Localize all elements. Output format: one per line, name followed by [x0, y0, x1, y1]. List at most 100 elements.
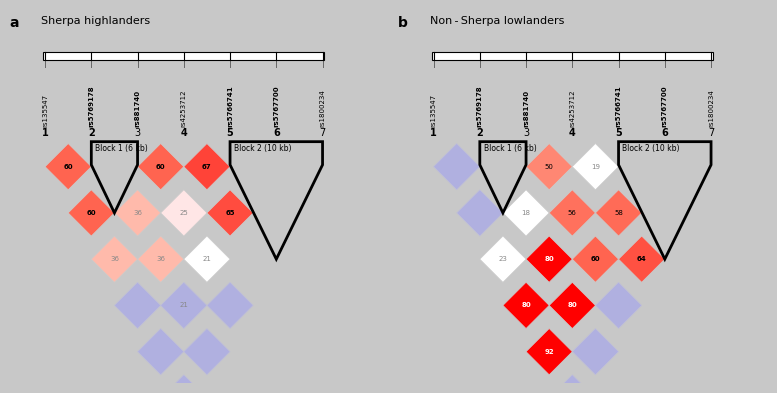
Text: rs5769178: rs5769178 [477, 85, 483, 127]
Text: rs5767700: rs5767700 [274, 85, 279, 127]
Polygon shape [434, 143, 480, 190]
Text: 64: 64 [637, 256, 646, 262]
Text: 65: 65 [225, 210, 235, 216]
Text: 36: 36 [156, 256, 166, 262]
Text: Block 2 (10 kb): Block 2 (10 kb) [234, 143, 291, 152]
Text: rs881740: rs881740 [134, 90, 141, 127]
Polygon shape [138, 143, 184, 190]
Text: rs5766741: rs5766741 [227, 85, 233, 127]
Text: 80: 80 [567, 302, 577, 309]
Text: 60: 60 [64, 163, 73, 170]
Text: 60: 60 [156, 163, 166, 170]
Text: 3: 3 [523, 128, 529, 138]
Text: 4: 4 [180, 128, 187, 138]
Text: 2: 2 [476, 128, 483, 138]
Polygon shape [161, 375, 207, 393]
Polygon shape [573, 329, 618, 375]
Text: 3: 3 [134, 128, 141, 138]
Text: rs4253712: rs4253712 [181, 89, 186, 127]
Text: rs881740: rs881740 [523, 90, 529, 127]
Text: 21: 21 [179, 302, 188, 309]
Polygon shape [595, 190, 642, 236]
Text: rs5766741: rs5766741 [615, 85, 622, 127]
Polygon shape [138, 236, 184, 282]
Polygon shape [665, 143, 711, 190]
Polygon shape [230, 143, 277, 190]
Polygon shape [549, 375, 595, 393]
Polygon shape [114, 282, 161, 329]
Text: 36: 36 [110, 256, 119, 262]
Text: 6: 6 [661, 128, 668, 138]
Text: 92: 92 [545, 349, 554, 354]
Polygon shape [457, 190, 503, 236]
Polygon shape [161, 282, 207, 329]
Text: 6: 6 [273, 128, 280, 138]
Bar [432, 52, 713, 60]
Polygon shape [642, 190, 688, 236]
Polygon shape [526, 329, 573, 375]
Polygon shape [480, 236, 526, 282]
Polygon shape [230, 141, 322, 259]
Text: b: b [398, 16, 408, 29]
Polygon shape [573, 143, 618, 190]
Text: Block 1 (6 kb): Block 1 (6 kb) [95, 143, 148, 152]
Text: rs135547: rs135547 [430, 94, 437, 127]
Text: 58: 58 [660, 210, 669, 216]
Text: 90: 90 [498, 163, 508, 170]
Polygon shape [92, 236, 138, 282]
Text: 80: 80 [521, 302, 531, 309]
Polygon shape [114, 190, 161, 236]
Polygon shape [184, 236, 230, 282]
Polygon shape [161, 190, 207, 236]
Text: rs135547: rs135547 [42, 94, 48, 127]
Text: 50: 50 [545, 163, 554, 170]
Polygon shape [618, 236, 665, 282]
Bar [44, 52, 325, 60]
Polygon shape [480, 143, 526, 190]
Text: 19: 19 [591, 163, 600, 170]
Polygon shape [92, 141, 138, 213]
Text: 58: 58 [614, 210, 623, 216]
Text: rs1800234: rs1800234 [708, 89, 714, 127]
Text: 23: 23 [499, 256, 507, 262]
Polygon shape [184, 329, 230, 375]
Text: 5: 5 [227, 128, 233, 138]
Text: 25: 25 [179, 210, 188, 216]
Polygon shape [68, 190, 114, 236]
Text: 4: 4 [569, 128, 576, 138]
Text: 2: 2 [88, 128, 95, 138]
Text: 80: 80 [545, 256, 554, 262]
Polygon shape [207, 282, 253, 329]
Polygon shape [184, 143, 230, 190]
Polygon shape [503, 282, 549, 329]
Text: Sherpa highlanders: Sherpa highlanders [41, 16, 151, 26]
Text: 18: 18 [521, 210, 531, 216]
Text: 60: 60 [86, 210, 96, 216]
Text: 7: 7 [319, 128, 326, 138]
Polygon shape [45, 143, 92, 190]
Polygon shape [503, 190, 549, 236]
Polygon shape [526, 143, 573, 190]
Text: 21: 21 [203, 256, 211, 262]
Polygon shape [138, 329, 184, 375]
Text: 10: 10 [272, 210, 280, 216]
Polygon shape [549, 282, 595, 329]
Text: 7: 7 [708, 128, 714, 138]
Text: 60: 60 [591, 256, 601, 262]
Text: 56: 56 [568, 210, 577, 216]
Text: rs4253712: rs4253712 [570, 89, 575, 127]
Text: Non - Sherpa lowlanders: Non - Sherpa lowlanders [430, 16, 564, 26]
Polygon shape [480, 141, 526, 213]
Text: 1: 1 [42, 128, 48, 138]
Polygon shape [207, 190, 253, 236]
Text: 1: 1 [430, 128, 437, 138]
Text: rs5769178: rs5769178 [89, 85, 94, 127]
Polygon shape [595, 282, 642, 329]
Text: 5: 5 [615, 128, 622, 138]
Text: rs5767700: rs5767700 [662, 85, 667, 127]
Text: 67: 67 [202, 163, 212, 170]
Text: 97: 97 [249, 163, 258, 170]
Text: Block 2 (10 kb): Block 2 (10 kb) [622, 143, 680, 152]
Polygon shape [573, 236, 618, 282]
Text: Block 1 (6 kb): Block 1 (6 kb) [483, 143, 536, 152]
